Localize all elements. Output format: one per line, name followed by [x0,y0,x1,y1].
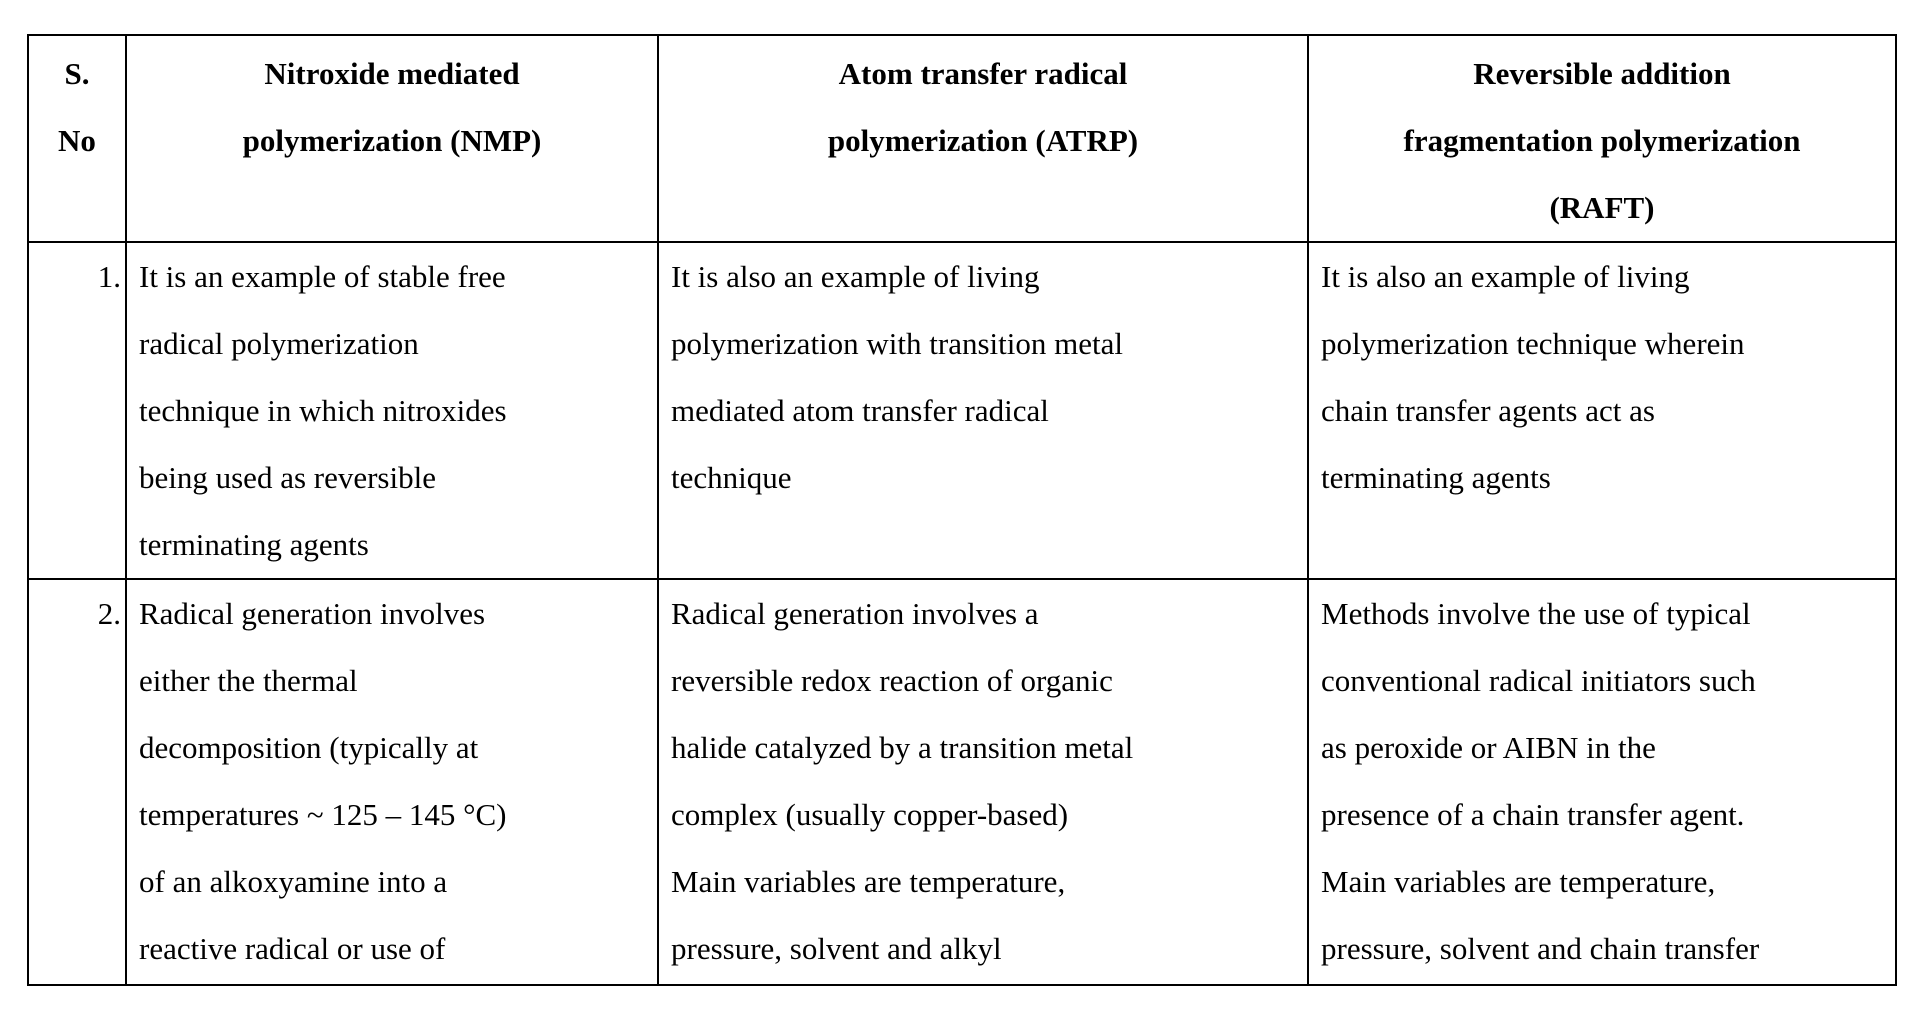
header-raft: Reversible addition fragmentation polyme… [1307,34,1897,243]
header-nmp: Nitroxide mediated polymerization (NMP) [125,34,659,243]
cell-nmp: It is an example of stable free radical … [125,241,659,580]
cell-raft: Methods involve the use of typical conve… [1307,578,1897,986]
cell-nmp: Radical generation involves either the t… [125,578,659,986]
table-row: 2. Radical generation involves either th… [27,578,1897,986]
cell-raft: It is also an example of living polymeri… [1307,241,1897,580]
header-row: S. No Nitroxide mediated polymerization … [27,34,1897,243]
cell-sno: 1. [27,241,127,580]
header-sno: S. No [27,34,127,243]
cell-sno: 2. [27,578,127,986]
cell-atrp: Radical generation involves a reversible… [657,578,1309,986]
table-row: 1. It is an example of stable free radic… [27,241,1897,580]
comparison-table: S. No Nitroxide mediated polymerization … [27,34,1897,986]
header-atrp: Atom transfer radical polymerization (AT… [657,34,1309,243]
cell-atrp: It is also an example of living polymeri… [657,241,1309,580]
